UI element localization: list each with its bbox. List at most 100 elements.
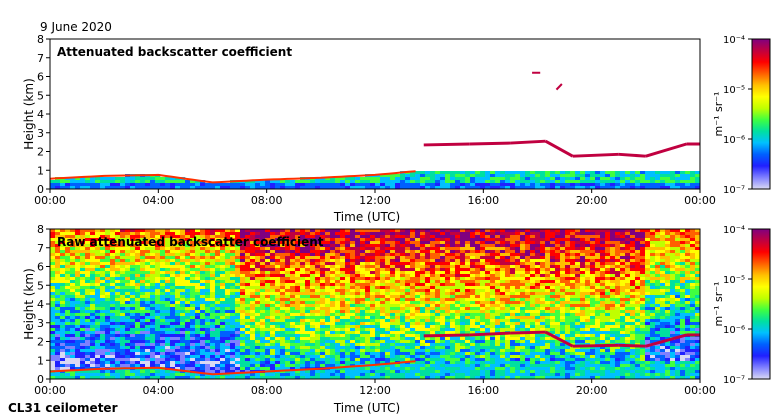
heat-cell	[370, 253, 376, 257]
heat-cell	[325, 331, 331, 335]
heat-cell	[190, 334, 196, 338]
heat-cell	[90, 280, 96, 284]
heat-cell	[260, 274, 266, 278]
heat-cell	[265, 301, 271, 305]
heat-cell	[375, 259, 381, 263]
heat-cell	[195, 340, 201, 344]
heat-cell	[50, 286, 56, 290]
heat-cell	[310, 373, 316, 377]
heat-cell	[75, 295, 81, 299]
heat-cell	[295, 183, 301, 187]
heat-cell	[440, 295, 446, 299]
heat-cell	[285, 247, 291, 251]
heat-cell	[265, 328, 271, 332]
heat-cell	[330, 313, 336, 317]
heat-cell	[65, 295, 71, 299]
heat-cell	[90, 177, 96, 181]
heat-cell	[90, 316, 96, 320]
heat-cell	[195, 307, 201, 311]
heat-cell	[290, 313, 296, 317]
heat-cell	[65, 292, 71, 296]
heat-cell	[395, 355, 401, 359]
heat-cell	[445, 280, 451, 284]
heat-cell	[335, 307, 341, 311]
heat-cell	[455, 186, 461, 189]
heat-cell	[600, 180, 606, 184]
heat-cell	[365, 250, 371, 254]
heat-cell	[345, 373, 351, 377]
heat-cell	[270, 313, 276, 317]
heat-cell	[450, 316, 456, 320]
heat-cell	[75, 235, 81, 239]
heat-cell	[115, 256, 121, 260]
heat-cell	[350, 301, 356, 305]
heat-cell	[235, 298, 241, 302]
heat-cell	[660, 180, 666, 184]
heat-cell	[440, 286, 446, 290]
heat-cell	[190, 277, 196, 281]
heat-cell	[255, 286, 261, 290]
heat-cell	[75, 304, 81, 308]
heat-cell	[115, 292, 121, 296]
heat-cell	[205, 307, 211, 311]
heat-cell	[95, 277, 101, 281]
heat-cell	[50, 183, 56, 187]
heat-cell	[330, 343, 336, 347]
heat-cell	[415, 364, 421, 368]
heat-cell	[205, 277, 211, 281]
heat-cell	[325, 310, 331, 314]
heat-cell	[75, 343, 81, 347]
heat-cell	[245, 355, 251, 359]
heat-cell	[200, 373, 206, 377]
heat-cell	[55, 373, 61, 377]
heat-cell	[100, 250, 106, 254]
heat-cell	[125, 328, 131, 332]
heat-cell	[375, 334, 381, 338]
heat-cell	[325, 346, 331, 350]
heat-cell	[205, 376, 211, 379]
heat-cell	[370, 256, 376, 260]
heat-cell	[150, 241, 156, 245]
heat-cell	[400, 235, 406, 239]
heat-cell	[420, 301, 426, 305]
heat-cell	[430, 298, 436, 302]
heat-cell	[320, 319, 326, 323]
heat-cell	[360, 268, 366, 272]
heat-cell	[220, 247, 226, 251]
heat-cell	[165, 346, 171, 350]
heat-cell	[55, 331, 61, 335]
heat-cell	[70, 247, 76, 251]
heat-cell	[225, 292, 231, 296]
heat-cell	[120, 373, 126, 377]
heat-cell	[120, 183, 126, 187]
heat-cell	[425, 304, 431, 308]
heat-cell	[425, 337, 431, 341]
heat-cell	[50, 232, 56, 236]
heat-cell	[50, 229, 56, 233]
heat-cell	[350, 343, 356, 347]
heat-cell	[125, 244, 131, 248]
heat-cell	[465, 235, 471, 239]
heat-cell	[260, 304, 266, 308]
heat-cell	[465, 250, 471, 254]
heat-cell	[175, 301, 181, 305]
heat-cell	[160, 274, 166, 278]
heat-cell	[245, 259, 251, 263]
heat-cell	[100, 322, 106, 326]
heat-cell	[370, 250, 376, 254]
heat-cell	[225, 310, 231, 314]
heat-cell	[580, 180, 586, 184]
heat-cell	[110, 316, 116, 320]
heat-cell	[165, 358, 171, 362]
heat-cell	[345, 238, 351, 242]
heat-cell	[115, 235, 121, 239]
heat-cell	[85, 328, 91, 332]
heat-cell	[165, 235, 171, 239]
heat-cell	[340, 343, 346, 347]
heat-cell	[480, 238, 486, 242]
heat-cell	[410, 171, 416, 175]
heat-cell	[115, 183, 121, 187]
heat-cell	[395, 334, 401, 338]
heat-cell	[375, 310, 381, 314]
heat-cell	[300, 304, 306, 308]
